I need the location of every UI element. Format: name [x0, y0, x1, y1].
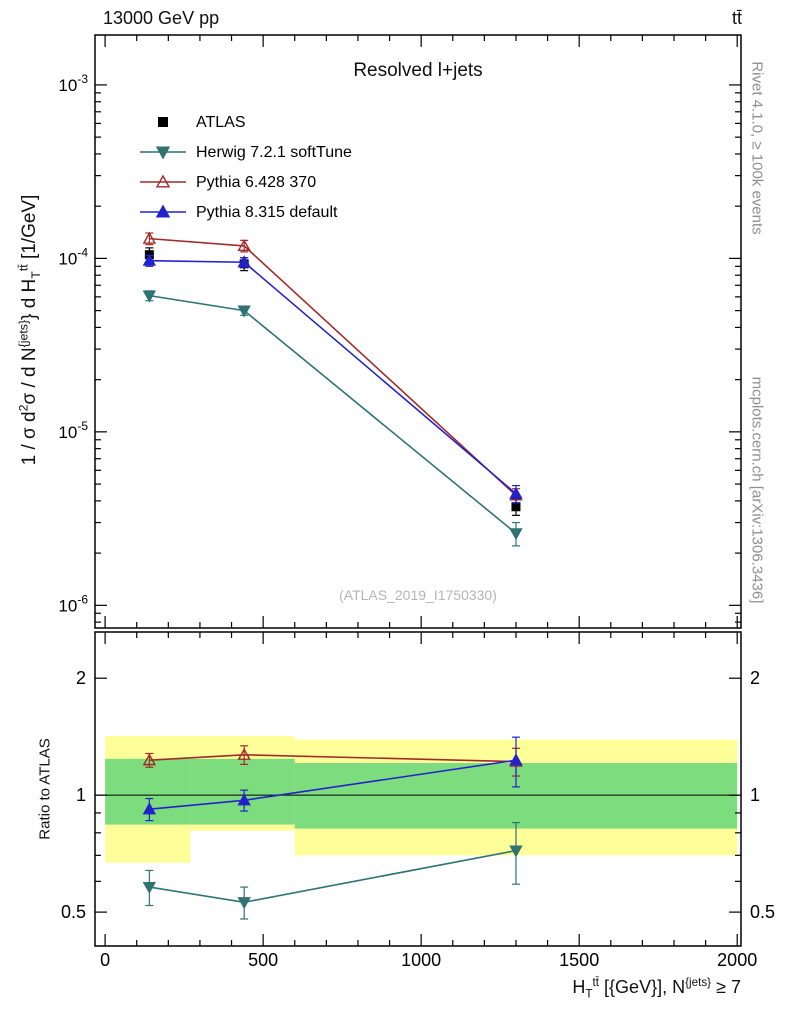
marker-triangle-down [142, 290, 157, 303]
marker-triangle-down [155, 146, 171, 160]
ratio-panel-frame [94, 631, 742, 947]
marker-triangle-up [142, 253, 157, 266]
marker-triangle-up [237, 238, 251, 252]
marker-triangle-down [509, 845, 523, 858]
svg-text:10-4: 10-4 [58, 245, 88, 268]
svg-text:1000: 1000 [401, 950, 441, 970]
beam-energy-label: 13000 GeV pp [103, 8, 220, 28]
svg-text:2: 2 [76, 668, 86, 688]
analysis-watermark: (ATLAS_2019_I1750330) [339, 587, 497, 603]
marker-triangle-up [237, 255, 251, 268]
svg-text:0.5: 0.5 [750, 902, 775, 922]
legend-label-pythia8: Pythia 8.315 default [196, 204, 338, 221]
marker-triangle-up [237, 793, 251, 806]
axis-ticks [95, 35, 741, 946]
axis-tick-labels: 0 500 1000 1500 2000 10-3 10-4 10-5 10-6 0.5 0.5 1 1… [58, 72, 775, 970]
main-series-herwig [142, 290, 523, 547]
marker-triangle-up [142, 802, 157, 815]
main-series-pythia8 [142, 253, 523, 504]
marker-triangle-up [237, 747, 251, 760]
marker-triangle-up [155, 174, 171, 188]
marker-triangle-down [237, 897, 251, 910]
ratio-series-pythia8 [142, 736, 523, 822]
svg-text:0: 0 [100, 950, 110, 970]
mcplots-credit-label: mcplots.cern.ch [arXiv:1306.3436] [748, 376, 766, 604]
legend: ATLAS Herwig 7.2.1 softTune Pythia 6.428 3… [140, 114, 352, 221]
marker-triangle-down [237, 305, 251, 318]
marker-square [158, 117, 168, 127]
svg-text:1: 1 [750, 785, 760, 805]
marker-triangle-up [142, 753, 157, 766]
marker-triangle-up [509, 753, 523, 766]
legend-label-pythia6: Pythia 6.428 370 [196, 174, 316, 191]
svg-text:1500: 1500 [559, 950, 599, 970]
svg-text:10-5: 10-5 [58, 419, 88, 442]
process-label: tt̄ [731, 8, 742, 28]
main-y-axis-title: 1 / σ d2σ / d N{jets}} d HTtt̄ [1/GeV] [16, 194, 43, 466]
x-axis-title: HTtt̄ [{GeV}], N{jets} ≥ 7 [572, 976, 741, 1001]
marker-triangle-up [155, 204, 171, 218]
main-panel-frame [94, 34, 742, 629]
marker-square [511, 502, 521, 512]
rivet-version-label: Rivet 4.1.0, ≥ 100k events [748, 61, 766, 235]
svg-text:500: 500 [248, 950, 278, 970]
main-series-atlas [144, 247, 521, 516]
plot-title: Resolved l+jets [353, 60, 483, 81]
ratio-y-axis-title: Ratio to ATLAS [36, 738, 54, 840]
marker-triangle-up [509, 486, 523, 499]
green-band-segment [190, 758, 295, 825]
marker-triangle-up [142, 231, 157, 244]
svg-text:2000: 2000 [717, 950, 757, 970]
svg-text:2: 2 [750, 668, 760, 688]
svg-text:10-3: 10-3 [58, 72, 88, 95]
svg-text:1: 1 [76, 785, 86, 805]
legend-label-atlas: ATLAS [196, 114, 246, 131]
marker-triangle-down [509, 528, 523, 541]
ratio-uncertainty-bands [105, 735, 738, 863]
ratio-series-herwig [142, 821, 523, 920]
green-band-segment [105, 758, 191, 825]
main-series-pythia6 [142, 231, 523, 504]
svg-text:0.5: 0.5 [61, 902, 86, 922]
svg-text:10-6: 10-6 [58, 592, 88, 615]
marker-triangle-down [142, 881, 157, 895]
legend-label-herwig: Herwig 7.2.1 softTune [196, 144, 352, 161]
